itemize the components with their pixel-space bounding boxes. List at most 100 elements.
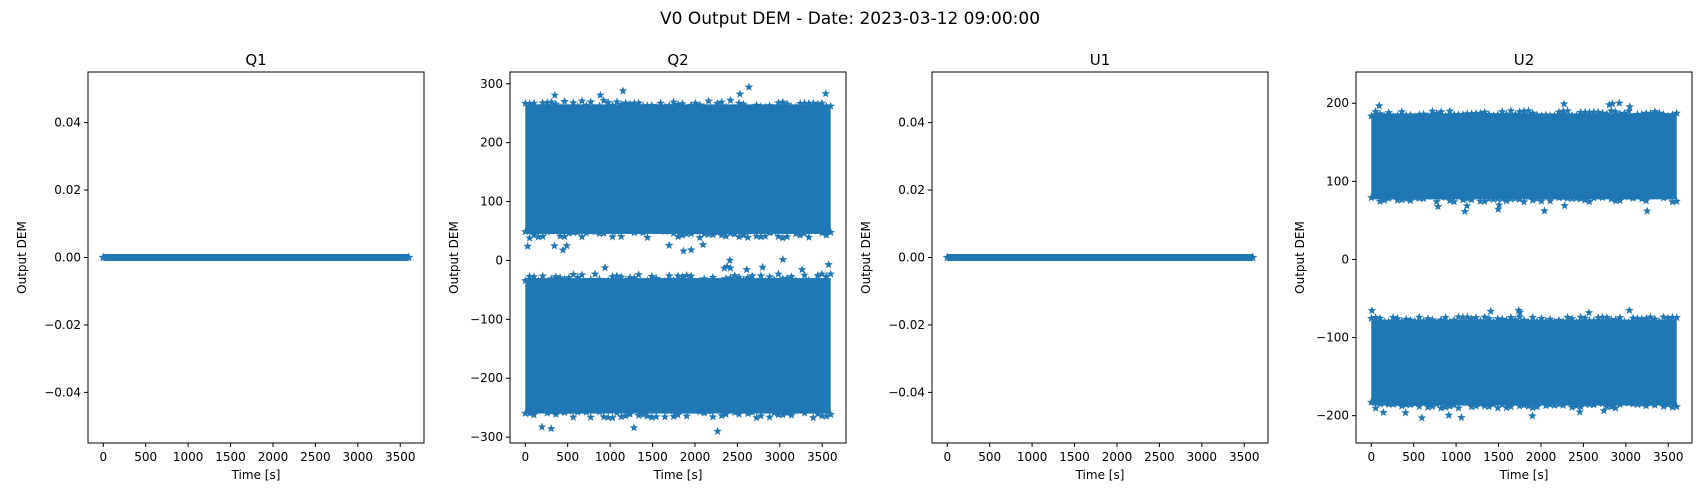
data-point xyxy=(1371,192,1380,201)
data-point xyxy=(617,232,626,241)
data-point xyxy=(621,98,630,107)
data-point xyxy=(1593,313,1603,322)
data-point xyxy=(1248,252,1258,262)
data-point xyxy=(538,271,547,280)
y-axis-label: Output DEM xyxy=(859,221,873,294)
data-point xyxy=(1489,317,1498,326)
data-point xyxy=(734,98,744,107)
data-point xyxy=(562,241,572,250)
data-point xyxy=(656,224,665,233)
data-point xyxy=(1559,400,1568,409)
data-point xyxy=(1380,317,1389,326)
data-point xyxy=(1625,305,1634,314)
data-point xyxy=(1384,317,1393,326)
data-point xyxy=(1432,197,1441,206)
data-point xyxy=(1655,108,1664,117)
data-point xyxy=(1519,315,1529,324)
data-point xyxy=(656,405,665,414)
data-point xyxy=(603,226,613,235)
x-tick-label: 1500 xyxy=(215,450,246,464)
data-point xyxy=(791,102,801,111)
data-point xyxy=(813,226,822,235)
x-tick-label: 1000 xyxy=(1017,450,1048,464)
data-point xyxy=(1624,398,1633,407)
data-point xyxy=(600,263,610,272)
data-point xyxy=(774,410,783,419)
data-point xyxy=(1572,193,1581,202)
panels: 0 500 1000 1500 2000 2500 3000 3500−0.04−0.020.… xyxy=(15,51,1693,482)
data-point xyxy=(809,98,818,107)
data-point xyxy=(1567,110,1577,119)
data-point xyxy=(1602,402,1612,411)
y-tick-label: 100 xyxy=(1326,174,1349,188)
data-point xyxy=(743,273,753,282)
x-axis-label: Time [s] xyxy=(231,468,281,482)
data-point xyxy=(1532,110,1542,119)
data-point xyxy=(673,232,683,241)
data-point xyxy=(721,102,731,111)
data-point xyxy=(551,226,561,235)
data-point xyxy=(774,269,783,278)
data-point xyxy=(1371,313,1380,322)
data-point xyxy=(1598,312,1607,321)
x-axis-label: Time [s] xyxy=(653,468,703,482)
data-point xyxy=(1457,413,1466,422)
y-tick-label: −100 xyxy=(1316,331,1349,345)
data-point xyxy=(1436,107,1446,116)
data-point xyxy=(590,103,600,112)
data-point xyxy=(826,227,835,236)
y-tick-label: −100 xyxy=(470,312,503,326)
data-point xyxy=(647,412,657,421)
y-tick-label: 300 xyxy=(480,77,503,91)
data-point xyxy=(1550,400,1559,409)
data-point xyxy=(1497,314,1507,323)
data-point xyxy=(747,104,757,113)
data-point xyxy=(739,275,748,284)
data-point xyxy=(691,404,700,413)
data-point xyxy=(1642,206,1652,215)
series-0 xyxy=(98,252,414,262)
data-point xyxy=(1659,110,1668,119)
data-point xyxy=(542,408,552,417)
data-point xyxy=(1663,111,1673,120)
data-point xyxy=(1436,315,1446,324)
data-point xyxy=(1602,191,1612,200)
data-point xyxy=(1580,313,1590,322)
data-point xyxy=(525,408,534,417)
data-point xyxy=(695,100,705,109)
data-point xyxy=(1554,315,1564,324)
data-point xyxy=(647,271,657,281)
data-point xyxy=(704,230,713,239)
data-point xyxy=(621,275,630,285)
data-point xyxy=(1467,314,1476,323)
data-point xyxy=(817,411,827,420)
data-point xyxy=(1668,312,1677,321)
data-point xyxy=(1641,314,1651,323)
data-point xyxy=(1406,196,1415,205)
data-point xyxy=(625,99,635,108)
data-point xyxy=(1515,312,1524,321)
data-point xyxy=(525,271,534,281)
data-point xyxy=(98,252,108,262)
data-point xyxy=(704,96,713,105)
data-point xyxy=(1463,312,1472,321)
data-point xyxy=(660,412,670,421)
data-point xyxy=(669,228,678,237)
data-point xyxy=(1628,193,1638,202)
data-point xyxy=(752,231,761,240)
x-tick-label: 0 xyxy=(521,450,529,464)
data-point xyxy=(590,269,600,278)
data-point xyxy=(1502,315,1511,324)
data-point xyxy=(1502,196,1511,205)
x-tick-label: 0 xyxy=(943,450,951,464)
data-point xyxy=(695,407,705,416)
data-point xyxy=(656,98,665,107)
data-point xyxy=(665,271,674,280)
data-point xyxy=(730,229,739,238)
data-point xyxy=(1384,194,1393,203)
data-point xyxy=(590,404,600,413)
data-point xyxy=(1454,110,1463,119)
data-point xyxy=(722,262,732,271)
data-point xyxy=(1528,411,1537,420)
data-point xyxy=(795,405,805,414)
